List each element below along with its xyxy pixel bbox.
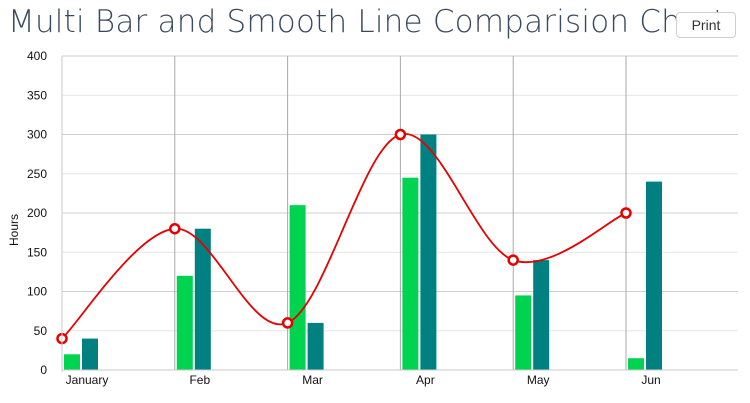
line-point <box>169 222 181 235</box>
line-point <box>281 317 294 329</box>
bar-series-2 <box>82 338 98 370</box>
y-tick-label: 350 <box>27 88 47 102</box>
y-tick-label: 100 <box>27 285 47 299</box>
page-title: Multi Bar and Smooth Line Comparision Ch… <box>8 4 726 40</box>
bar-series-1 <box>402 177 419 370</box>
x-tick-label: Feb <box>189 373 210 387</box>
y-tick-label: 250 <box>27 167 47 181</box>
print-button[interactable]: Print <box>676 12 736 38</box>
bar-series-1 <box>289 205 306 370</box>
bar-series-2 <box>420 134 437 370</box>
bar-series-2 <box>307 322 324 370</box>
line-point <box>394 128 407 141</box>
axes: 0 50 100 150 200 250 300 350 400 January Feb Mar Apr… <box>27 49 738 387</box>
y-tick-label: 150 <box>27 245 47 259</box>
bar-series-1 <box>64 354 80 370</box>
bar-series-1 <box>176 275 193 370</box>
bar-series-2 <box>646 181 662 370</box>
y-tick-label: 200 <box>27 206 47 220</box>
bar-series-1 <box>628 358 644 370</box>
grid <box>62 55 738 371</box>
bars <box>64 134 662 370</box>
line-point <box>507 254 519 266</box>
line-series <box>56 128 632 345</box>
y-tick-label: 50 <box>34 324 48 338</box>
x-tick-label: May <box>527 373 550 387</box>
x-tick-label: Jun <box>641 373 660 387</box>
y-tick-label: 300 <box>27 128 47 142</box>
y-axis-label: Hours <box>7 214 21 246</box>
bar-series-2 <box>194 228 211 370</box>
bar-series-2 <box>533 260 550 370</box>
chart-header: Multi Bar and Smooth Line Comparision Ch… <box>0 0 750 52</box>
x-tick-label: Mar <box>302 373 323 387</box>
y-tick-label: 400 <box>27 49 47 63</box>
x-tick-label: January <box>66 373 109 387</box>
y-tick-label: 0 <box>40 363 47 377</box>
x-tick-label: Apr <box>416 373 435 387</box>
line-point <box>620 207 632 219</box>
bar-series-1 <box>515 295 532 370</box>
